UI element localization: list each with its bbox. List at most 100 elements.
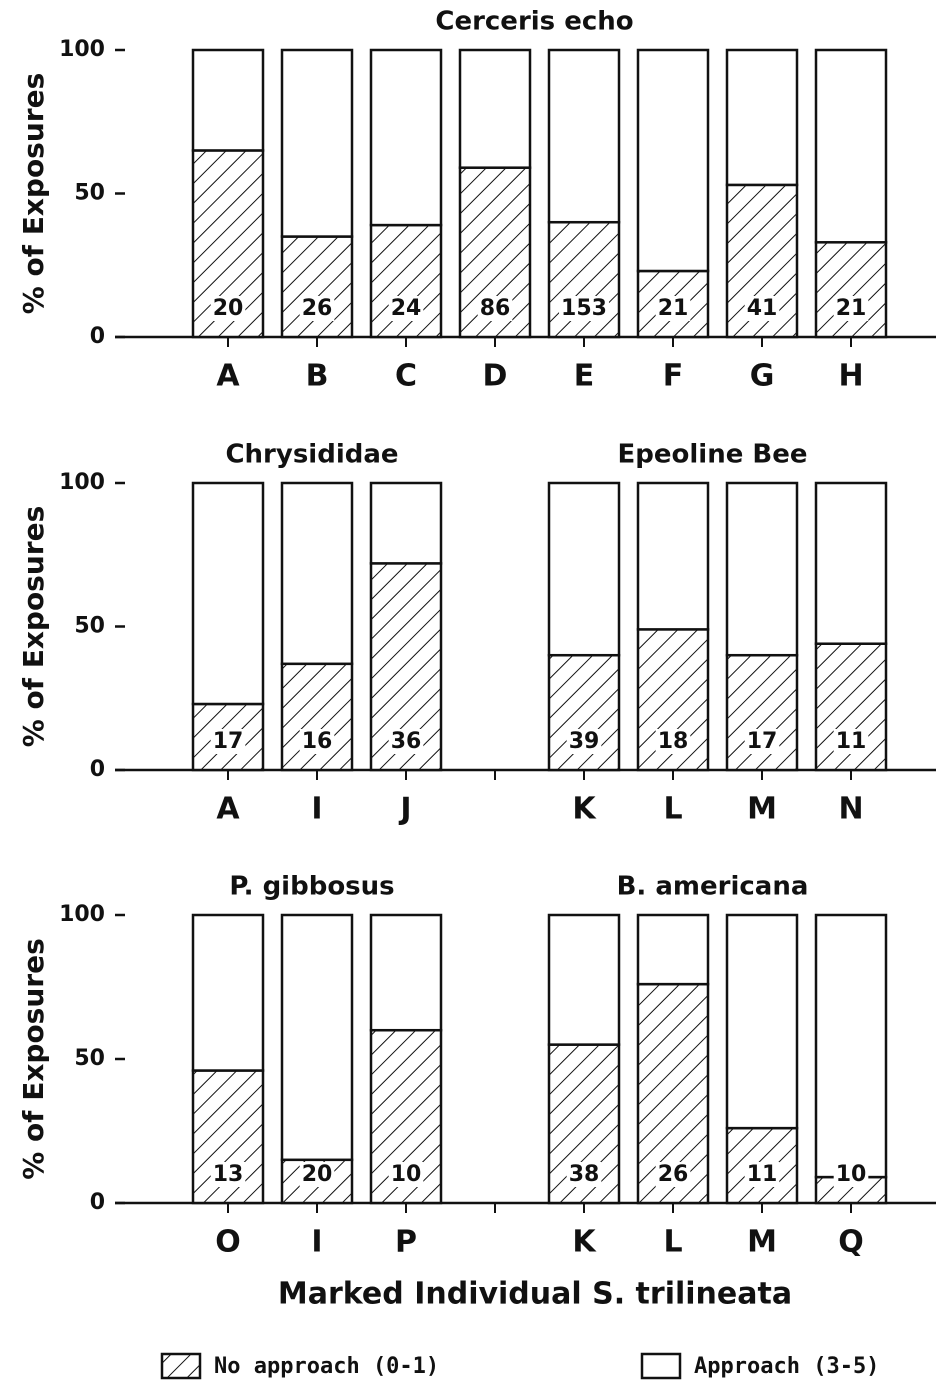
y-axis-label: % of Exposures <box>17 938 50 1180</box>
label-bg <box>744 729 780 754</box>
bar-segment <box>814 48 888 244</box>
sample-size: 16 <box>302 729 333 754</box>
x-tick-label: H <box>838 359 863 394</box>
bar-segment <box>636 48 710 273</box>
bar-segment <box>369 48 443 227</box>
label-bg <box>299 296 335 321</box>
x-tick-label: E <box>574 359 595 394</box>
x-tick-label: D <box>483 359 508 394</box>
bar-segment <box>814 241 888 339</box>
label-bg <box>388 729 424 754</box>
label-bg <box>299 729 335 754</box>
panel-title: P. gibbosus <box>229 872 394 902</box>
x-tick-label: N <box>838 792 863 827</box>
bar-segment <box>458 48 532 169</box>
sample-size: 39 <box>569 729 600 754</box>
bar-segment <box>814 481 888 645</box>
label-bg <box>744 1162 780 1187</box>
x-tick-label: L <box>663 1225 682 1260</box>
sample-size: 17 <box>747 729 778 754</box>
x-tick-label: L <box>663 792 682 827</box>
bar-segment <box>547 48 621 224</box>
x-tick-label: K <box>572 1225 597 1260</box>
label-bg <box>655 729 691 754</box>
bar-segment <box>191 48 265 152</box>
x-tick-label: B <box>306 359 329 394</box>
bar-segment <box>369 1028 443 1205</box>
sample-size: 26 <box>658 1162 689 1187</box>
x-tick-label: I <box>311 792 322 827</box>
legend-swatch <box>640 1352 682 1380</box>
x-tick-label: A <box>216 359 240 394</box>
sample-size: 26 <box>302 296 333 321</box>
bar-segment <box>725 48 799 187</box>
sample-size: 18 <box>658 729 689 754</box>
y-tick-label: 50 <box>74 181 105 206</box>
bar-segment <box>280 662 354 772</box>
y-tick-label: 0 <box>90 324 105 349</box>
sample-size: 21 <box>658 296 689 321</box>
bar-segment <box>369 913 443 1032</box>
x-tick-label: M <box>747 792 777 827</box>
bar-segment <box>547 913 621 1046</box>
x-tick-label: Q <box>838 1225 864 1260</box>
x-tick-label: J <box>398 792 411 827</box>
sample-size: 11 <box>836 729 867 754</box>
x-tick-label: A <box>216 792 240 827</box>
sample-size: 10 <box>391 1162 422 1187</box>
label-bg <box>655 296 691 321</box>
x-tick-label: M <box>747 1225 777 1260</box>
x-tick-label: P <box>395 1225 417 1260</box>
y-axis-label: % of Exposures <box>17 506 50 748</box>
panel-title: Cerceris echo <box>435 7 633 37</box>
label-bg <box>299 1162 335 1187</box>
bar-segment <box>725 913 799 1130</box>
bar-segment <box>191 481 265 706</box>
y-tick-label: 0 <box>90 757 105 782</box>
label-bg <box>566 729 602 754</box>
legend-label: Approach (3-5) <box>694 1354 879 1379</box>
label-bg <box>744 296 780 321</box>
label-bg <box>388 296 424 321</box>
x-tick-label: C <box>395 359 417 394</box>
sample-size: 17 <box>213 729 244 754</box>
label-bg <box>559 296 609 321</box>
legend-swatch <box>160 1352 202 1380</box>
sample-size: 38 <box>569 1162 600 1187</box>
bar-segment <box>280 913 354 1162</box>
y-tick-label: 50 <box>74 614 105 639</box>
x-axis-label: Marked Individual S. trilineata <box>278 1277 792 1312</box>
x-tick-label: I <box>311 1225 322 1260</box>
sample-size: 20 <box>302 1162 333 1187</box>
bar-segment <box>814 913 888 1179</box>
y-tick-label: 100 <box>59 902 105 927</box>
x-tick-label: O <box>215 1225 241 1260</box>
x-tick-label: G <box>750 359 775 394</box>
label-bg <box>210 1162 246 1187</box>
bar-segment <box>280 48 354 238</box>
legend-label: No approach (0-1) <box>214 1354 439 1379</box>
sample-size: 36 <box>391 729 422 754</box>
x-tick-label: K <box>572 792 597 827</box>
y-tick-label: 50 <box>74 1046 105 1071</box>
bar-segment <box>636 481 710 631</box>
bar-segment <box>636 913 710 986</box>
label-bg <box>477 296 513 321</box>
sample-size: 10 <box>836 1162 867 1187</box>
panel-title: B. americana <box>617 872 809 902</box>
label-bg <box>833 1162 869 1187</box>
sample-size: 21 <box>836 296 867 321</box>
sample-size: 20 <box>213 296 244 321</box>
sample-size: 24 <box>391 296 422 321</box>
bar-segment <box>369 481 443 565</box>
panel-title: Epeoline Bee <box>618 440 808 470</box>
label-bg <box>566 1162 602 1187</box>
sample-size: 86 <box>480 296 511 321</box>
panel-title: Chrysididae <box>225 440 398 470</box>
bar-segment <box>547 481 621 657</box>
y-tick-label: 100 <box>59 37 105 62</box>
bar-segment <box>725 481 799 657</box>
label-bg <box>833 729 869 754</box>
label-bg <box>210 729 246 754</box>
